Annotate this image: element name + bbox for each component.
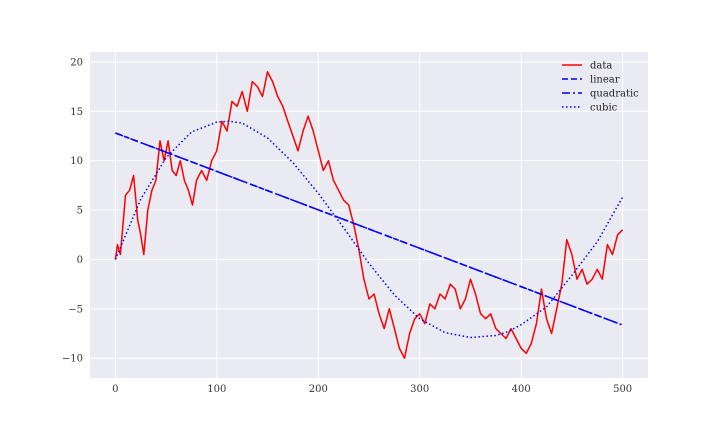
y-tick-label: 5 (77, 206, 83, 217)
series-line-quadratic (115, 132, 622, 326)
y-tick-label: 20 (70, 57, 83, 68)
y-tick-label: 0 (77, 255, 83, 266)
series-line-data (114, 71, 624, 359)
legend: data linear quadratic cubic (562, 61, 639, 114)
grid (90, 52, 648, 378)
legend-label-quadratic: quadratic (590, 89, 639, 100)
x-tick-label: 500 (613, 384, 632, 395)
plot-area (90, 52, 648, 378)
legend-label-cubic: cubic (590, 103, 618, 114)
y-tick-label: 10 (70, 156, 83, 167)
legend-label-linear: linear (590, 75, 620, 86)
y-tick-label: −5 (68, 304, 83, 315)
x-tick-label: 400 (512, 384, 531, 395)
y-tick-label: −10 (62, 354, 83, 365)
y-tick-label: 15 (70, 107, 83, 118)
y-axis: −10 −5 0 5 10 15 20 (62, 57, 83, 364)
x-tick-label: 0 (112, 384, 118, 395)
x-tick-label: 200 (309, 384, 328, 395)
legend-label-data: data (590, 61, 612, 72)
x-tick-label: 100 (207, 384, 226, 395)
x-tick-label: 300 (410, 384, 429, 395)
x-axis: 0 100 200 300 400 500 (112, 384, 632, 395)
series-layer (114, 71, 624, 359)
series-line-cubic (114, 120, 624, 339)
